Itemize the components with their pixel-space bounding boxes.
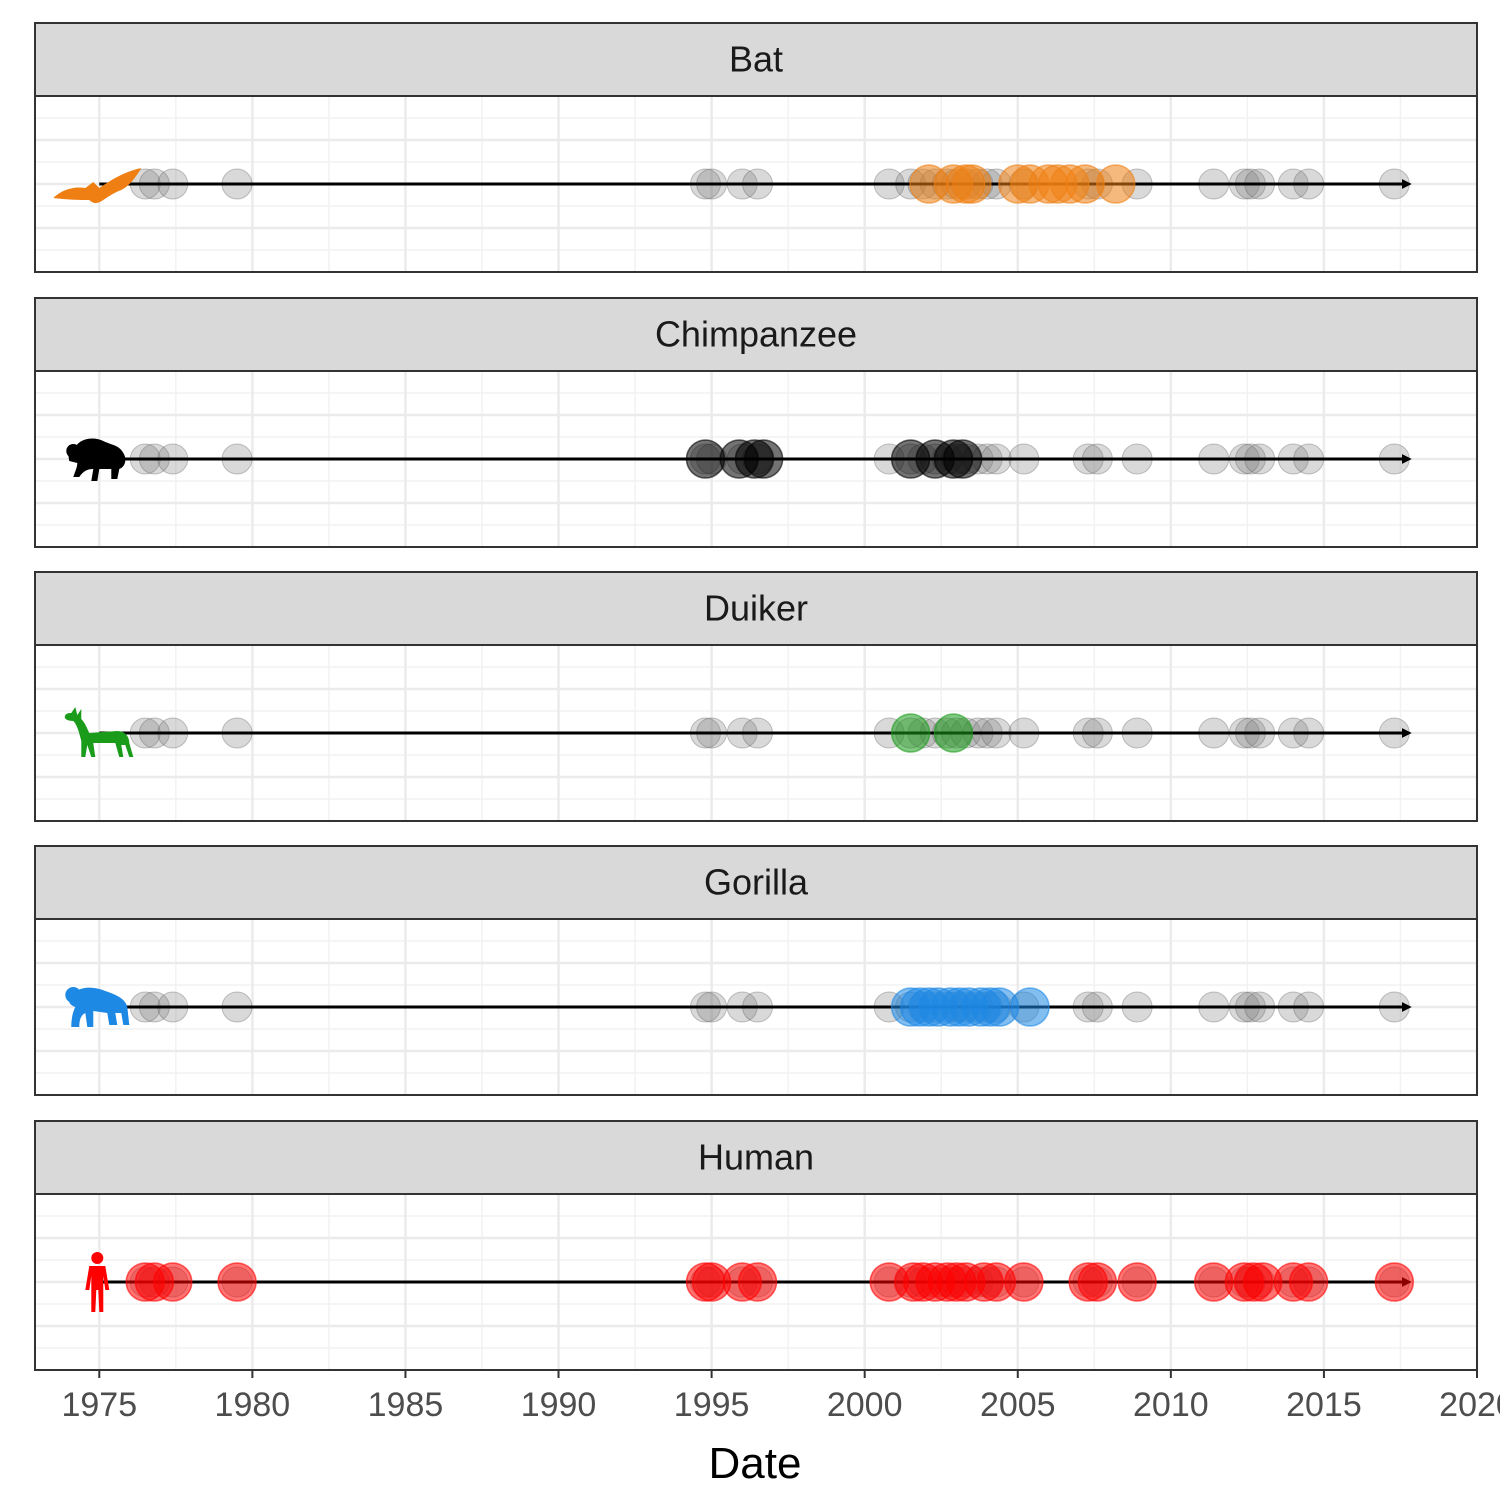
event-point: [153, 1262, 193, 1302]
host-events: [909, 164, 1136, 204]
facet-label: Bat: [729, 39, 783, 80]
x-tick-label: 1985: [368, 1386, 444, 1424]
x-axis: 1975 1980 1985 1990 1995 2000 2005 2010 2015 2020: [61, 1370, 1500, 1424]
facet-gorilla: Gorilla: [34, 845, 1479, 1096]
host-events: [685, 439, 983, 479]
facet-bat: Bat: [34, 22, 1479, 273]
x-tick-label: 1990: [521, 1386, 597, 1424]
facet-strip: [34, 845, 1478, 920]
panel-border: [34, 918, 1478, 1096]
host-events: [125, 1262, 1415, 1302]
x-tick-label: 1975: [61, 1386, 137, 1424]
facet-strip: [34, 571, 1478, 646]
facet-duiker: Duiker: [34, 571, 1479, 822]
panel-border: [34, 370, 1478, 548]
facet-human: Human: [34, 1120, 1479, 1371]
facet-label: Human: [698, 1137, 814, 1178]
host-events: [890, 713, 974, 753]
panel-border: [34, 644, 1478, 822]
facet-strip: [34, 1120, 1478, 1195]
event-point: [685, 439, 726, 479]
duiker-icon: [64, 707, 134, 757]
event-point: [1077, 1262, 1118, 1302]
event-point: [743, 439, 784, 479]
event-point: [1288, 1262, 1329, 1302]
x-tick-label: 1995: [674, 1386, 750, 1424]
panel-border: [34, 95, 1478, 273]
facet-strip: [34, 297, 1478, 372]
event-point: [1374, 1262, 1415, 1302]
x-tick-label: 2020: [1439, 1386, 1500, 1424]
facet-strip: [34, 22, 1478, 97]
event-point: [1095, 164, 1136, 204]
facet-label: Duiker: [704, 588, 808, 629]
event-point: [1010, 987, 1050, 1027]
chimpanzee-icon: [66, 438, 126, 481]
x-tick-label: 2010: [1133, 1386, 1209, 1424]
human-icon: [85, 1252, 110, 1312]
facet-label: Gorilla: [704, 862, 809, 903]
facet-chimpanzee: Chimpanzee: [34, 297, 1479, 548]
panel-border: [34, 1193, 1478, 1371]
x-tick-label: 2000: [827, 1386, 903, 1424]
x-tick-label: 2015: [1286, 1386, 1362, 1424]
event-point: [890, 713, 931, 753]
bat-icon: [53, 168, 142, 203]
x-axis-title: Date: [709, 1439, 802, 1488]
event-point: [737, 1262, 778, 1302]
event-point: [952, 164, 992, 204]
x-tick-label: 1980: [215, 1386, 291, 1424]
host-events: [890, 987, 1050, 1027]
event-point: [1004, 1262, 1044, 1302]
event-point: [217, 1262, 257, 1302]
gorilla-icon: [65, 987, 130, 1027]
facet-label: Chimpanzee: [655, 314, 857, 355]
event-point: [942, 439, 983, 479]
event-point: [933, 713, 974, 753]
x-tick-label: 2005: [980, 1386, 1056, 1424]
event-point: [1117, 1262, 1157, 1302]
